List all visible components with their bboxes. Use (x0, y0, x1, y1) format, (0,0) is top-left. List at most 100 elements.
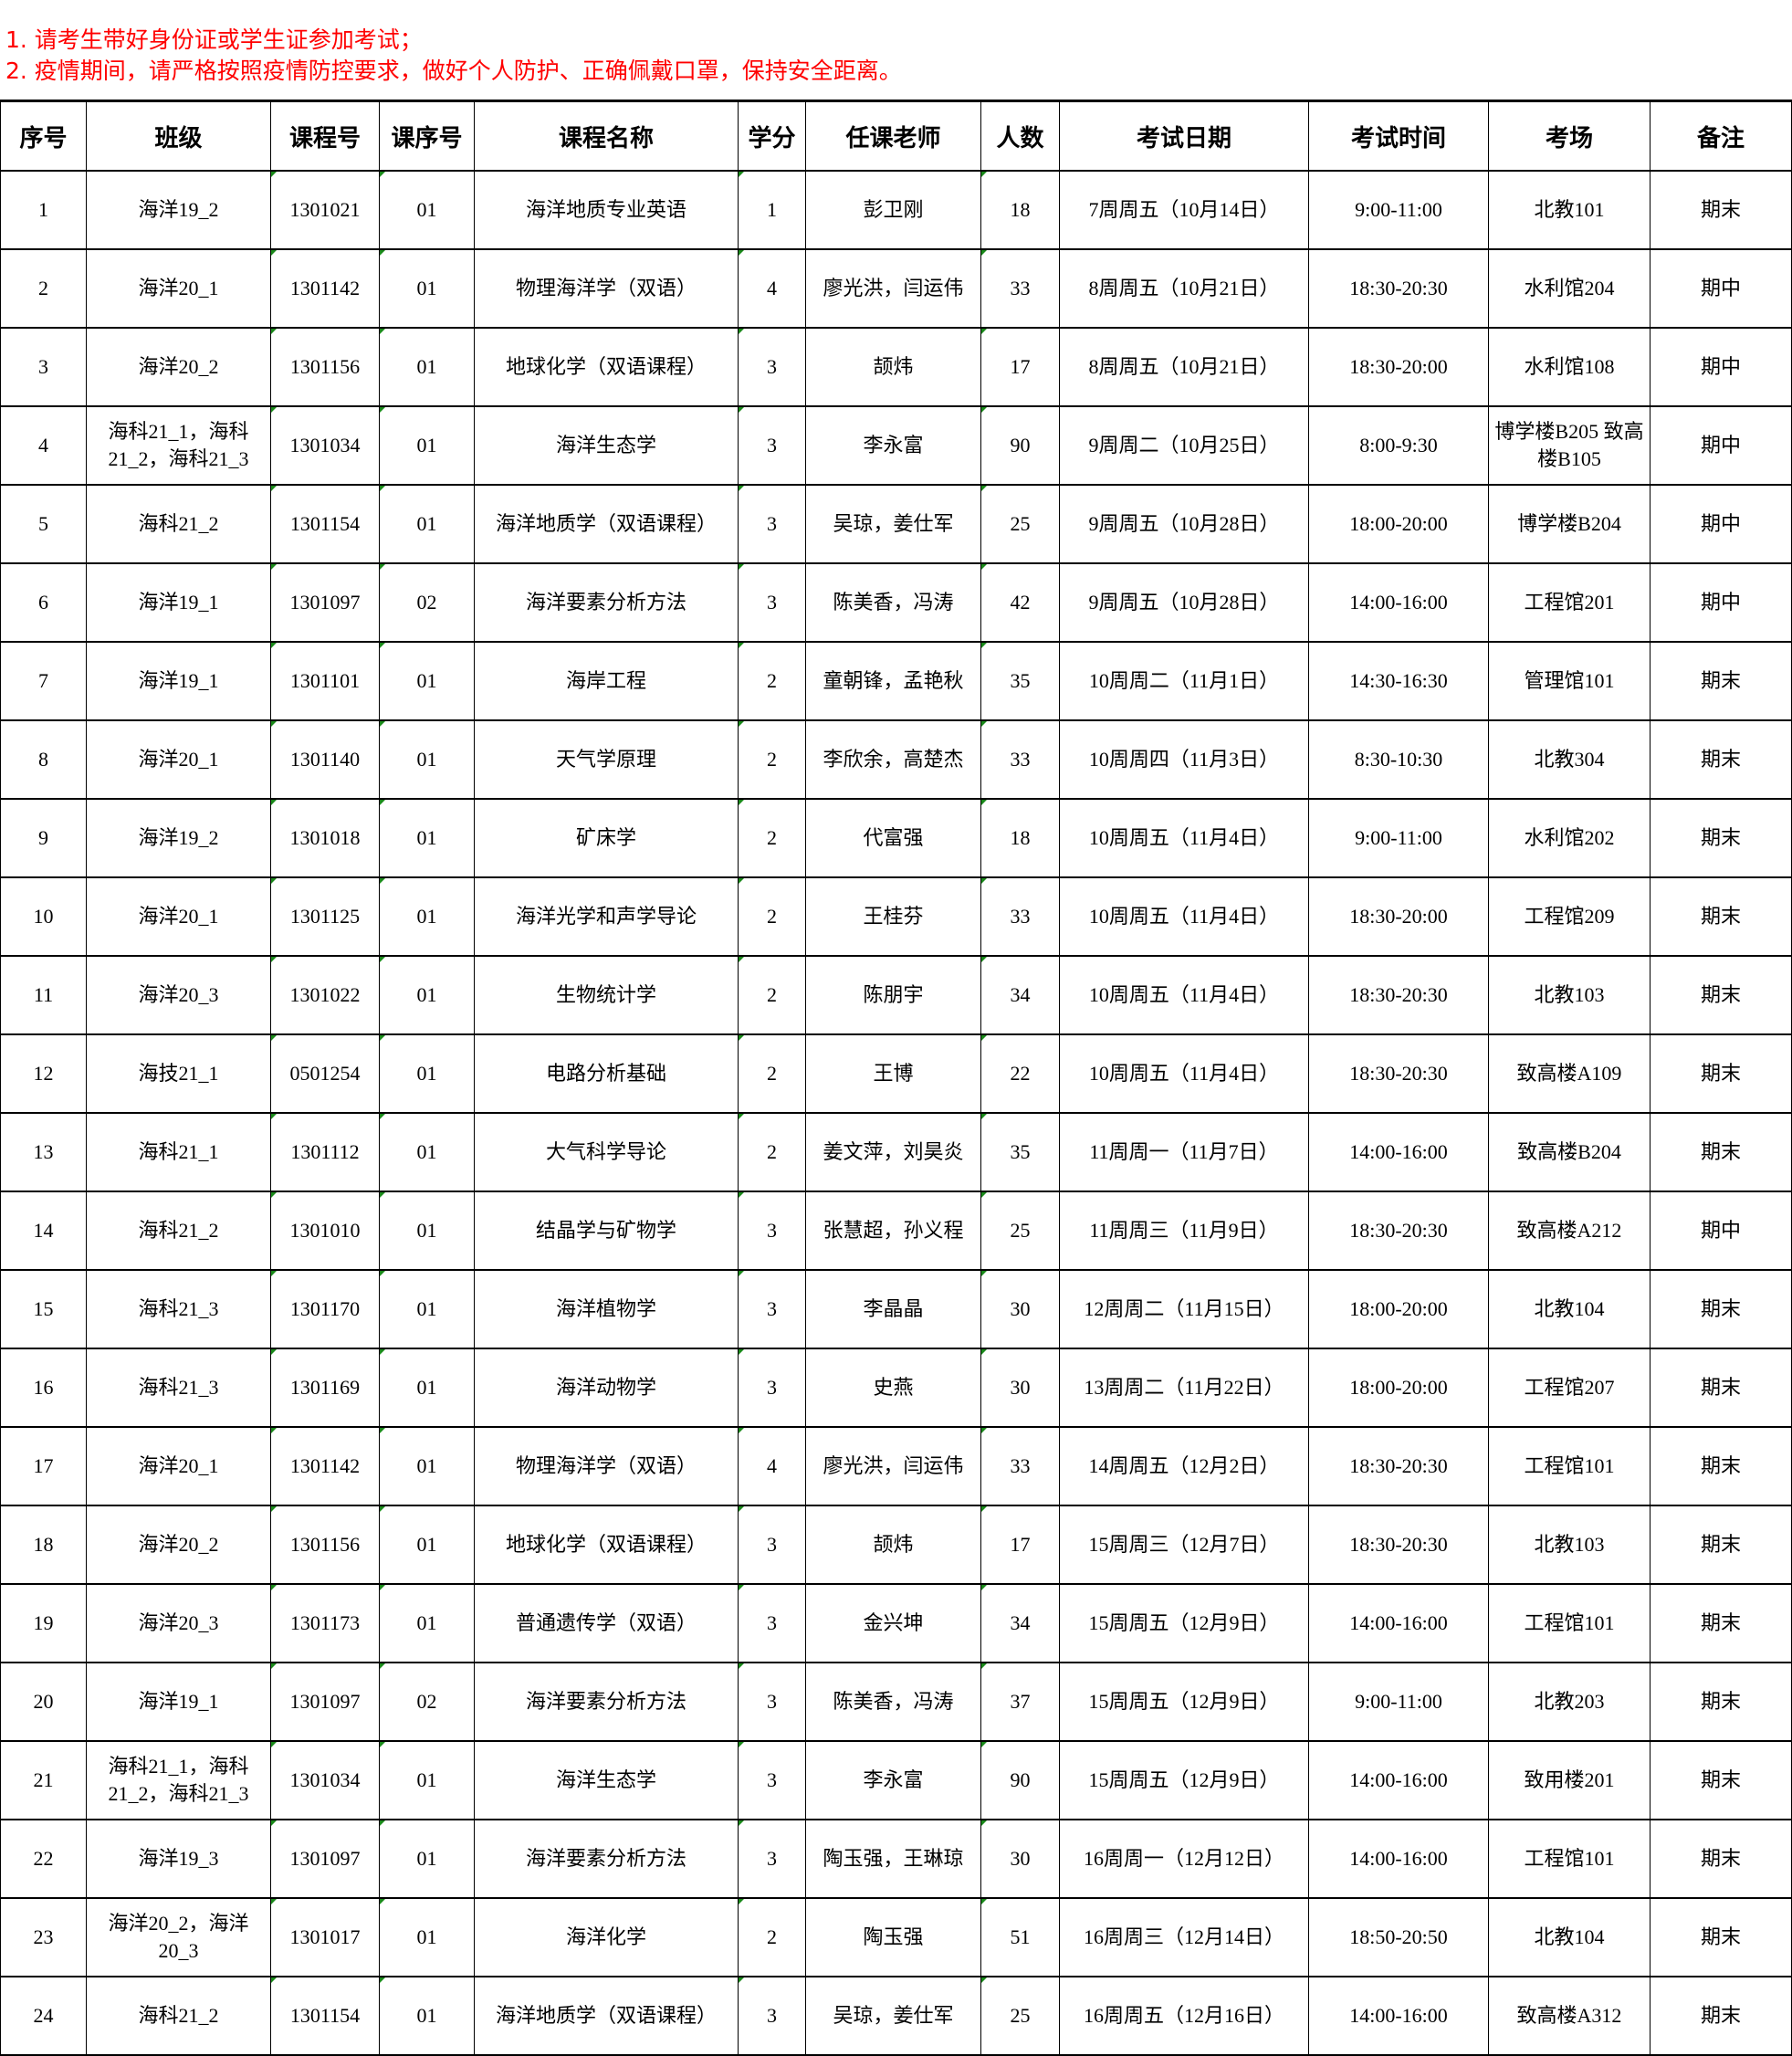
cell-room: 工程馆209 (1488, 876, 1651, 957)
cell-section: 01 (379, 1583, 475, 1663)
cell-count: 33 (980, 248, 1060, 329)
cell-course-id: 1301173 (270, 1583, 380, 1663)
cell-course-id: 1301034 (270, 1740, 380, 1820)
cell-course-name: 海岸工程 (474, 641, 739, 721)
table-row: 13 海科21_1 1301112 01 大气科学导论 2 姜文萍，刘昊炎 35 11周周一（1… (0, 1112, 1792, 1192)
cell-room: 北教203 (1488, 1662, 1651, 1742)
notice-line-1: 1. 请考生带好身份证或学生证参加考试； (5, 26, 423, 53)
cell-section: 01 (379, 1112, 475, 1192)
cell-course-name: 海洋植物学 (474, 1269, 739, 1349)
cell-exam-time: 9:00-11:00 (1308, 1662, 1489, 1742)
cell-course-name: 海洋要素分析方法 (474, 1819, 739, 1899)
cell-teacher: 王桂芬 (805, 876, 981, 957)
table-row: 7 海洋19_1 1301101 01 海岸工程 2 童朝锋，孟艳秋 35 10周周二（11月1… (0, 641, 1792, 721)
exam-schedule-table: 序号 班级 课程号 课序号 课程名称 学分 任课老师 人数 考试日期 考试时间 考场 备注 1 海洋19… (0, 100, 1792, 2056)
cell-exam-time: 14:00-16:00 (1308, 562, 1489, 643)
cell-index: 14 (0, 1191, 87, 1271)
cell-credits: 1 (738, 170, 806, 250)
cell-course-name: 大气科学导论 (474, 1112, 739, 1192)
cell-count: 30 (980, 1269, 1060, 1349)
table-row: 20 海洋19_1 1301097 02 海洋要素分析方法 3 陈美香，冯涛 37 15周周五（… (0, 1662, 1792, 1742)
cell-remark: 期末 (1650, 1348, 1792, 1428)
table-row: 21 海科21_1，海科21_2，海科21_3 1301034 01 海洋生态学 3 李永富… (0, 1740, 1792, 1820)
cell-course-id: 1301021 (270, 170, 380, 250)
cell-exam-date: 8周周五（10月21日） (1059, 327, 1309, 407)
cell-credits: 2 (738, 1897, 806, 1977)
cell-course-id: 1301017 (270, 1897, 380, 1977)
table-row: 22 海洋19_3 1301097 01 海洋要素分析方法 3 陶玉强，王琳琼 30 16周周一… (0, 1819, 1792, 1899)
header-exam-time: 考试时间 (1308, 100, 1489, 172)
cell-course-id: 1301125 (270, 876, 380, 957)
cell-count: 51 (980, 1897, 1060, 1977)
cell-section: 01 (379, 170, 475, 250)
cell-room: 工程馆101 (1488, 1426, 1651, 1506)
cell-teacher: 陈美香，冯涛 (805, 1662, 981, 1742)
cell-count: 33 (980, 1426, 1060, 1506)
cell-course-id: 1301097 (270, 1819, 380, 1899)
cell-credits: 3 (738, 562, 806, 643)
cell-section: 01 (379, 1269, 475, 1349)
cell-teacher: 陶玉强，王琳琼 (805, 1819, 981, 1899)
cell-exam-time: 18:00-20:00 (1308, 484, 1489, 564)
table-row: 2 海洋20_1 1301142 01 物理海洋学（双语） 4 廖光洪，闫运伟 33 8周周五（… (0, 248, 1792, 329)
cell-count: 17 (980, 327, 1060, 407)
cell-count: 25 (980, 484, 1060, 564)
cell-remark: 期末 (1650, 798, 1792, 878)
table-row: 12 海技21_1 0501254 01 电路分析基础 2 王博 22 10周周五（11月4日）… (0, 1033, 1792, 1114)
cell-teacher: 王博 (805, 1033, 981, 1114)
cell-room: 工程馆101 (1488, 1819, 1651, 1899)
cell-exam-date: 15周周三（12月7日） (1059, 1505, 1309, 1585)
cell-exam-time: 14:00-16:00 (1308, 1740, 1489, 1820)
cell-count: 35 (980, 1112, 1060, 1192)
cell-course-name: 生物统计学 (474, 955, 739, 1035)
cell-course-name: 海洋生态学 (474, 405, 739, 486)
cell-remark: 期中 (1650, 1191, 1792, 1271)
cell-section: 01 (379, 1348, 475, 1428)
cell-teacher: 姜文萍，刘昊炎 (805, 1112, 981, 1192)
cell-count: 18 (980, 170, 1060, 250)
cell-teacher: 吴琼，姜仕军 (805, 1976, 981, 2056)
cell-class: 海科21_2 (86, 1191, 271, 1271)
cell-course-id: 1301142 (270, 1426, 380, 1506)
cell-exam-time: 18:00-20:00 (1308, 1348, 1489, 1428)
cell-credits: 3 (738, 327, 806, 407)
cell-exam-date: 10周周二（11月1日） (1059, 641, 1309, 721)
cell-teacher: 颉炜 (805, 1505, 981, 1585)
header-exam-date: 考试日期 (1059, 100, 1309, 172)
cell-room: 北教104 (1488, 1269, 1651, 1349)
table-row: 17 海洋20_1 1301142 01 物理海洋学（双语） 4 廖光洪，闫运伟 33 14周周… (0, 1426, 1792, 1506)
cell-room: 工程馆207 (1488, 1348, 1651, 1428)
cell-count: 17 (980, 1505, 1060, 1585)
cell-count: 33 (980, 719, 1060, 800)
cell-count: 30 (980, 1348, 1060, 1428)
cell-room: 博学楼B205 致高楼B105 (1488, 405, 1651, 486)
cell-exam-date: 16周周一（12月12日） (1059, 1819, 1309, 1899)
cell-exam-date: 11周周一（11月7日） (1059, 1112, 1309, 1192)
table-row: 15 海科21_3 1301170 01 海洋植物学 3 李晶晶 30 12周周二（11月15日… (0, 1269, 1792, 1349)
table-row: 1 海洋19_2 1301021 01 海洋地质专业英语 1 彭卫刚 18 7周周五（10月14… (0, 170, 1792, 250)
cell-exam-date: 15周周五（12月9日） (1059, 1583, 1309, 1663)
cell-credits: 3 (738, 1740, 806, 1820)
cell-section: 01 (379, 1426, 475, 1506)
cell-remark: 期中 (1650, 248, 1792, 329)
cell-credits: 3 (738, 1662, 806, 1742)
cell-index: 8 (0, 719, 87, 800)
cell-exam-date: 10周周五（11月4日） (1059, 1033, 1309, 1114)
cell-room: 工程馆201 (1488, 562, 1651, 643)
cell-exam-date: 9周周二（10月25日） (1059, 405, 1309, 486)
cell-course-name: 地球化学（双语课程） (474, 1505, 739, 1585)
cell-remark: 期末 (1650, 1819, 1792, 1899)
cell-count: 25 (980, 1191, 1060, 1271)
cell-class: 海科21_1，海科21_2，海科21_3 (86, 1740, 271, 1820)
cell-section: 01 (379, 1897, 475, 1977)
cell-class: 海洋19_2 (86, 798, 271, 878)
cell-course-id: 1301034 (270, 405, 380, 486)
cell-section: 01 (379, 719, 475, 800)
cell-count: 42 (980, 562, 1060, 643)
cell-teacher: 张慧超，孙义程 (805, 1191, 981, 1271)
cell-teacher: 金兴坤 (805, 1583, 981, 1663)
cell-class: 海洋20_1 (86, 1426, 271, 1506)
cell-index: 13 (0, 1112, 87, 1192)
cell-course-name: 海洋动物学 (474, 1348, 739, 1428)
cell-section: 01 (379, 1740, 475, 1820)
